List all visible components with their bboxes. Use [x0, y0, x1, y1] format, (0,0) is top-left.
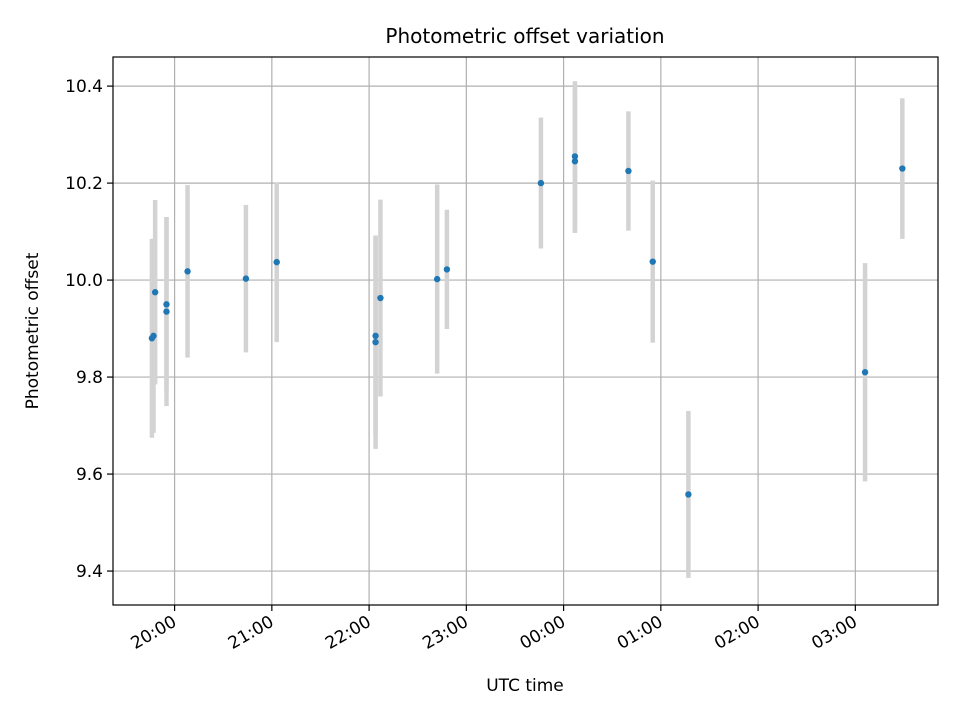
plot-frame — [112, 56, 939, 606]
data-point — [372, 338, 379, 346]
data-point — [861, 369, 869, 376]
data-point — [372, 332, 379, 340]
data-point — [151, 289, 159, 296]
y-tick-label: 10.0 — [65, 271, 103, 291]
y-tick-label: 9.6 — [76, 465, 103, 485]
y-tick-label: 10.4 — [65, 77, 103, 97]
data-point — [899, 165, 906, 172]
data-point — [571, 153, 579, 160]
y-tick-label: 9.4 — [76, 562, 103, 582]
data-point — [571, 158, 579, 165]
data-point — [184, 268, 191, 275]
chart-title: Photometric offset variation — [385, 24, 664, 48]
data-point — [625, 167, 632, 175]
data-point — [377, 294, 384, 302]
data-point — [649, 258, 656, 265]
grid — [113, 57, 938, 605]
x-axis-label: UTC time — [486, 676, 564, 696]
data-point — [163, 301, 170, 308]
data-point — [433, 275, 441, 283]
data-point — [537, 179, 545, 187]
data-point — [242, 275, 250, 282]
y-axis: 9.4 9.6 9.8 10.0 10.2 10.4 — [65, 77, 113, 582]
y-tick-label: 10.2 — [65, 174, 103, 194]
data-point — [443, 266, 451, 273]
data-points — [148, 153, 906, 498]
data-point — [150, 332, 157, 340]
data-point — [163, 308, 170, 315]
data-point — [685, 491, 692, 498]
data-point — [273, 258, 280, 266]
y-axis-label: Photometric offset — [23, 252, 43, 409]
y-tick-label: 9.8 — [76, 368, 103, 388]
